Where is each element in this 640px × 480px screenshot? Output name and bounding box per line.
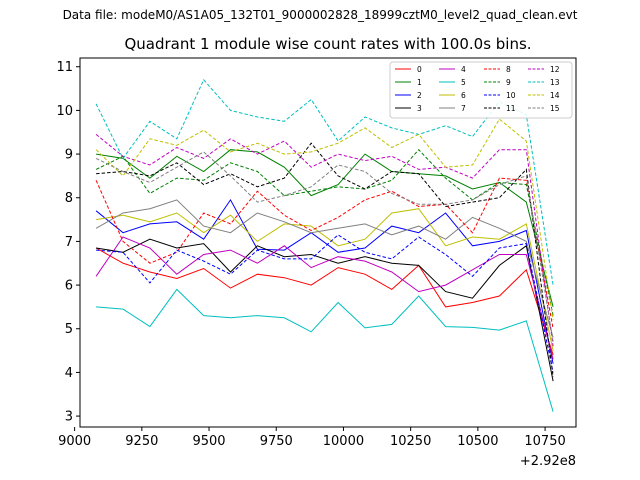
y-tick-label: 3 [65,410,73,425]
plot-frame [79,57,577,428]
legend-label-15: 15 [550,104,560,113]
series-line-5 [96,288,554,412]
series-line-14 [95,118,554,321]
series-line-0 [95,247,554,356]
series-line-15 [95,151,554,342]
y-tick-label: 11 [56,60,73,75]
x-tick-label: 9000 [58,434,91,449]
y-tick-label: 6 [65,279,73,294]
series-line-13 [95,78,554,286]
axis-ticks: 9000 9250 9500 9750 10000 10250 10500 107503456… [56,60,565,449]
x-tick-label: 10000 [323,434,364,449]
plot-lines [95,78,554,412]
series-line-12 [95,134,554,347]
legend-label-6: 6 [461,91,466,100]
legend-frame [389,61,573,119]
x-offset-label: +2.92e8 [520,454,576,469]
legend-label-14: 14 [550,91,560,100]
x-tick-label: 10250 [390,434,431,449]
legend-label-13: 13 [550,78,560,87]
y-tick-label: 8 [65,191,73,206]
legend-label-3: 3 [417,104,422,113]
chart-title: Quadrant 1 module wise count rates with … [124,35,531,53]
series-line-10 [96,234,554,373]
legend-label-1: 1 [417,78,422,87]
series-line-7 [95,199,554,338]
legend-label-2: 2 [417,91,422,100]
x-tick-label: 9250 [125,434,158,449]
legend-label-5: 5 [461,78,466,87]
y-tick-label: 7 [65,235,73,250]
series-line-8 [95,177,554,329]
y-tick-label: 9 [65,148,73,163]
legend-label-12: 12 [550,65,560,74]
legend-label-9: 9 [506,78,511,87]
legend-label-0: 0 [417,65,422,74]
y-tick-label: 4 [65,366,73,381]
series-line-2 [95,198,554,364]
x-tick-label: 9750 [260,434,293,449]
series-line-3 [96,238,554,382]
series-line-11 [96,142,554,377]
legend-label-7: 7 [461,104,466,113]
legend-label-10: 10 [506,91,516,100]
x-tick-label: 10500 [457,434,498,449]
x-tick-label: 10750 [524,434,565,449]
series-line-6 [96,208,554,351]
series-line-4 [95,236,554,360]
y-tick-label: 5 [65,322,73,337]
y-tick-label: 10 [56,104,73,119]
series-line-9 [95,148,554,316]
series-line-1 [96,149,554,308]
legend-label-4: 4 [461,65,466,74]
legend-label-11: 11 [506,104,516,113]
legend-label-8: 8 [506,65,511,74]
x-tick-label: 9500 [192,434,225,449]
data-file-label: Data file: modeM0/AS1A05_132T01_90000028… [63,8,578,22]
